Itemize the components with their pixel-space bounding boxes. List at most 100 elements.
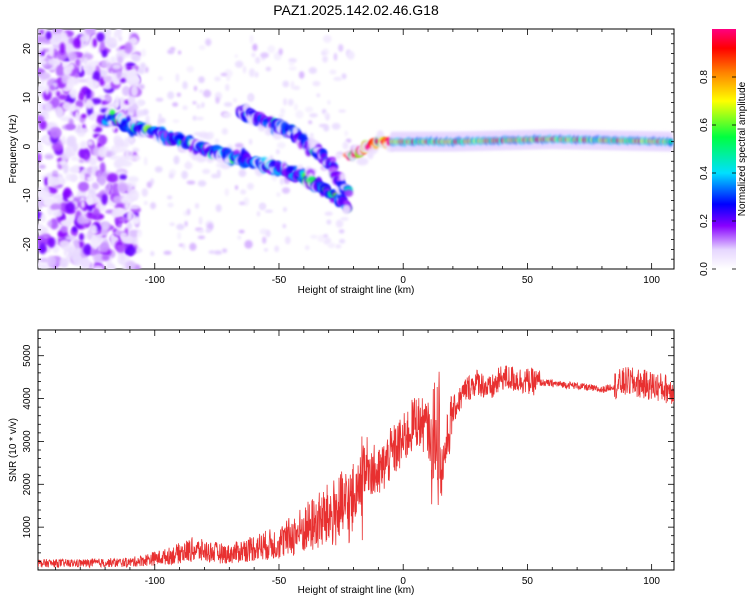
spectrogram-blob — [265, 229, 271, 238]
spectrogram-blob — [235, 185, 239, 190]
spectrogram-blob — [127, 95, 136, 105]
spectrogram-blob — [52, 193, 63, 200]
colorbar-tick-label: 0.2 — [699, 214, 710, 228]
spectrogram-blob — [131, 54, 141, 63]
spectrogram-blob — [93, 253, 105, 263]
spectrogram-blob — [205, 228, 212, 233]
spectrogram-blob — [163, 250, 172, 255]
spectrogram-blob — [213, 250, 223, 255]
spectrogram-x-tick-label: -50 — [272, 275, 287, 286]
spectrogram-blob — [192, 115, 197, 121]
spectrogram-blob — [283, 207, 287, 212]
spectrogram-blob — [327, 242, 336, 249]
spectrogram-blob — [329, 197, 337, 203]
spectrogram-blob — [234, 54, 238, 58]
spectrogram-blob — [333, 52, 338, 61]
spectrogram-blob — [82, 243, 93, 256]
spectrogram-blob — [79, 140, 88, 150]
spectrogram-blob — [46, 255, 57, 268]
spectrogram-blob — [51, 142, 64, 152]
spectrogram-y-tick-label: 10 — [22, 92, 33, 104]
snr-y-tick-label: 1000 — [22, 516, 33, 539]
spectrogram-blob — [86, 176, 95, 182]
spectrogram-x-tick-label: -100 — [145, 275, 165, 286]
spectrogram-blob — [110, 155, 121, 160]
spectrogram-blob — [234, 60, 244, 68]
spectrogram-blob — [38, 242, 47, 254]
snr-x-ticks: -100 -50 0 50 100 — [54, 330, 660, 587]
spectrogram-blob — [97, 134, 108, 145]
spectrogram-blob — [276, 142, 286, 149]
spectrogram-blob — [265, 66, 272, 72]
snr-y-ticks: 1000 2000 3000 4000 5000 — [22, 329, 674, 571]
spectrogram-blob — [76, 215, 87, 225]
spectrogram-blob — [114, 138, 123, 149]
spectrogram-blob — [38, 102, 43, 114]
spectrogram-blob — [292, 85, 301, 90]
spectrogram-blob — [312, 80, 321, 87]
spectrogram-blob — [66, 137, 76, 148]
spectrogram-blob — [167, 49, 175, 55]
spectrogram-blob — [78, 158, 85, 164]
spectrogram-blob — [221, 128, 228, 135]
spectrogram-blob — [72, 226, 78, 233]
spectrogram-blob — [91, 182, 100, 190]
spectrogram-blob — [144, 156, 148, 166]
spectrogram-blob — [136, 248, 143, 253]
spectrogram-blob — [342, 204, 351, 215]
spectrogram-blob — [175, 73, 180, 83]
spectrogram-blob — [226, 75, 231, 82]
spectrogram-blob — [42, 89, 52, 101]
spectrogram-blob — [322, 55, 328, 63]
spectrogram-blob — [84, 29, 96, 36]
spectrogram-blob — [214, 76, 221, 82]
spectrogram-blob — [118, 36, 123, 42]
spectrogram-blob — [58, 94, 68, 101]
spectrogram-blob — [205, 38, 212, 46]
spectrogram-blob — [186, 65, 195, 73]
spectrogram-blob — [146, 181, 153, 189]
spectrogram-blob — [52, 32, 62, 43]
spectrogram-blob — [47, 58, 59, 66]
spectrogram-blob — [287, 98, 294, 107]
spectrogram-blob — [292, 126, 299, 137]
spectrogram-blob — [254, 71, 259, 78]
spectrogram-blob — [98, 241, 110, 253]
spectrogram-blob — [211, 173, 220, 179]
spectrogram-blob — [278, 48, 283, 56]
spectrogram-blob — [181, 170, 188, 180]
spectrogram-blob — [278, 114, 285, 118]
spectrogram-blob — [60, 225, 68, 234]
spectrogram-blob — [194, 203, 200, 209]
spectrogram-blob — [44, 85, 50, 95]
spectrogram-blob — [323, 35, 332, 43]
spectrogram-blob — [40, 60, 48, 65]
spectrogram-blob — [38, 35, 46, 43]
spectrogram-blob — [197, 180, 207, 187]
spectrogram-blob — [96, 32, 105, 42]
spectrogram-blob — [61, 62, 70, 67]
spectrogram-blobs — [38, 29, 674, 269]
spectrogram-blob — [98, 175, 106, 186]
spectrogram-blob — [177, 50, 182, 55]
spectrogram-blob — [117, 208, 127, 214]
spectrogram-blob — [59, 257, 69, 267]
spectrogram-blob — [65, 202, 76, 213]
snr-y-tick-label: 2000 — [22, 473, 33, 496]
spectrogram-blob — [344, 130, 348, 137]
spectrogram-blob — [186, 180, 196, 185]
spectrogram-blob — [234, 142, 244, 149]
spectrogram-blob — [144, 66, 149, 73]
spectrogram-blob — [150, 251, 155, 257]
spectrogram-blob — [247, 182, 254, 190]
spectrogram-blob — [77, 127, 89, 133]
spectrogram-blob — [128, 112, 133, 117]
spectrogram-blob — [115, 158, 124, 165]
spectrogram-blob — [310, 234, 318, 239]
spectrogram-x-axis-label: Height of straight line (km) — [298, 285, 415, 296]
spectrogram-blob — [79, 34, 91, 43]
spectrogram-blob — [117, 146, 128, 153]
spectrogram-blob — [143, 201, 148, 205]
spectrogram-blob — [127, 189, 140, 201]
